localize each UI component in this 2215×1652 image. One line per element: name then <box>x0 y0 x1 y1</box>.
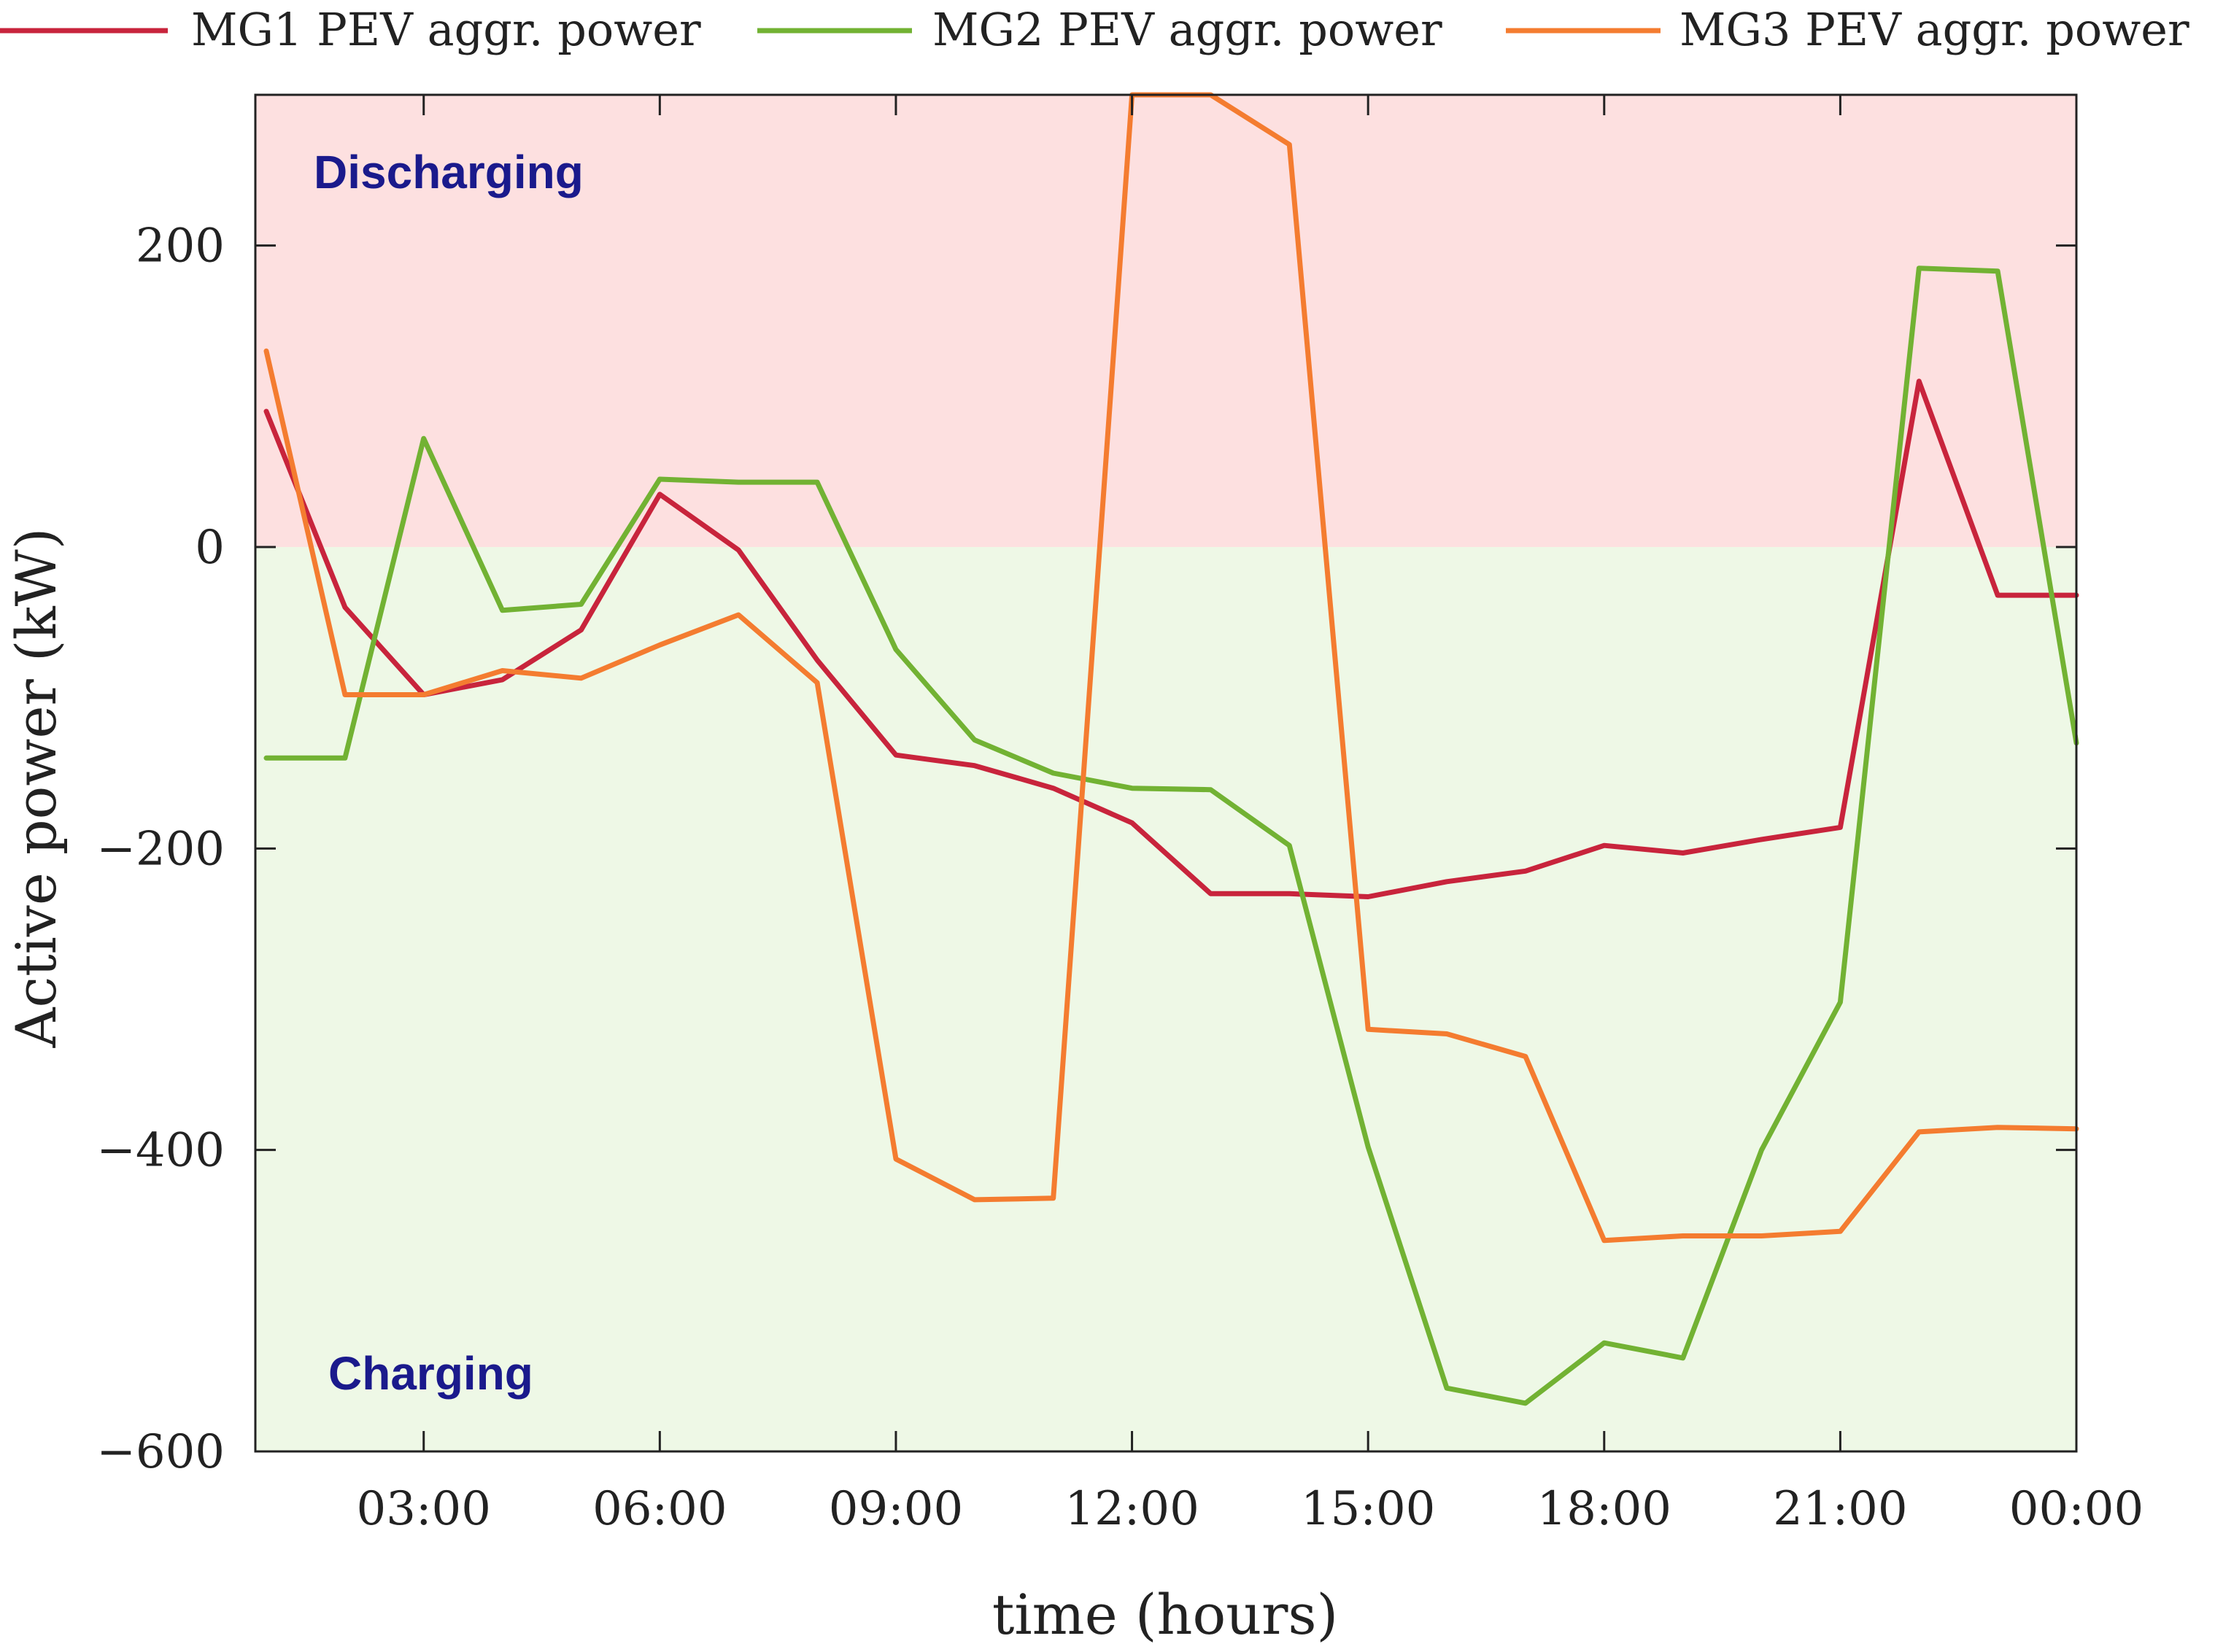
x-tick-label-5: 18:00 <box>1537 1482 1671 1536</box>
y-tick-label-2: −200 <box>96 822 225 876</box>
legend-item-mg3: MG3 PEV aggr. power <box>1506 3 2189 56</box>
x-tick-label-3: 12:00 <box>1064 1482 1199 1536</box>
y-axis-ticks: 200 0 −200 −400 −600 <box>96 220 2076 1479</box>
y-tick-label-4: −600 <box>96 1425 225 1479</box>
y-axis-label: Active power (kW) <box>4 528 69 1049</box>
series-line-mg2 <box>263 265 2079 1406</box>
x-axis-ticks: 03:00 06:00 09:00 12:00 15:00 18:00 21:00 00:00 <box>357 95 2144 1536</box>
x-tick-label-7: 00:00 <box>2009 1482 2144 1536</box>
discharging-region <box>255 95 2076 547</box>
series-line-mg1 <box>263 379 2079 899</box>
x-axis-label: time (hours) <box>992 1582 1338 1647</box>
legend: MG1 PEV aggr. power MG2 PEV aggr. power … <box>0 3 2189 56</box>
legend-label-mg1: MG1 PEV aggr. power <box>191 3 701 56</box>
y-tick-label-1: 0 <box>195 521 225 575</box>
x-tick-label-4: 15:00 <box>1301 1482 1435 1536</box>
charging-label: Charging <box>328 1347 533 1400</box>
legend-label-mg3: MG3 PEV aggr. power <box>1679 3 2189 56</box>
x-tick-label-1: 06:00 <box>592 1482 727 1536</box>
y-tick-label-3: −400 <box>96 1124 225 1178</box>
discharging-label: Discharging <box>314 146 584 198</box>
legend-item-mg1: MG1 PEV aggr. power <box>0 3 701 56</box>
legend-item-mg2: MG2 PEV aggr. power <box>757 3 1442 56</box>
x-tick-label-6: 21:00 <box>1773 1482 1907 1536</box>
x-tick-label-2: 09:00 <box>829 1482 963 1536</box>
charging-region <box>255 547 2076 1451</box>
x-tick-label-0: 03:00 <box>357 1482 491 1536</box>
plot-frame <box>254 93 2078 1453</box>
y-tick-label-0: 200 <box>136 220 225 274</box>
legend-label-mg2: MG2 PEV aggr. power <box>932 3 1442 56</box>
plot-area: Discharging Charging 200 0 −200 −400 −600 03… <box>96 92 2144 1536</box>
